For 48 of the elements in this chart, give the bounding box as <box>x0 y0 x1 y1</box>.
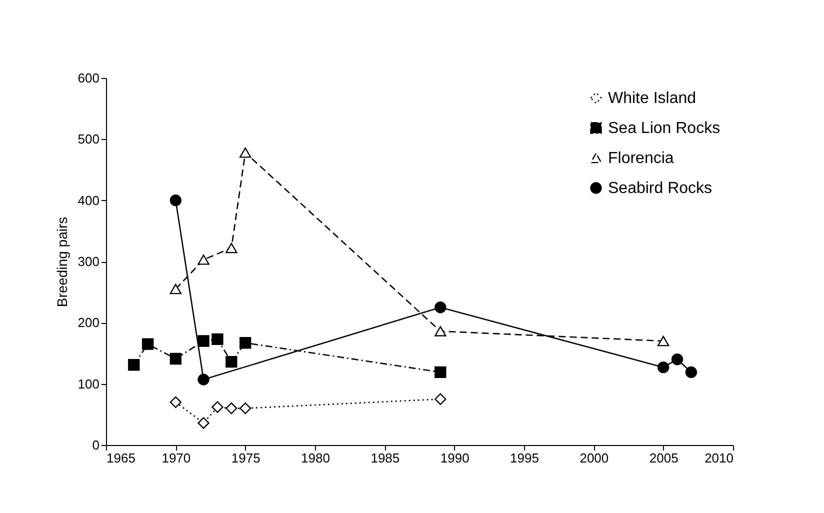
point <box>170 284 182 294</box>
x-tick-label: 2000 <box>580 450 609 466</box>
point <box>198 374 210 386</box>
point <box>142 338 154 350</box>
point <box>170 352 182 365</box>
y-tick-label: 600 <box>78 70 100 86</box>
y-tick-label: 300 <box>78 254 100 269</box>
point <box>434 366 446 378</box>
point <box>198 417 210 429</box>
x-tick-label: 1965 <box>106 450 136 466</box>
legend-label: Seabird Rocks <box>608 180 712 197</box>
y-tick-label: 500 <box>78 132 100 147</box>
point <box>128 359 140 371</box>
point <box>434 393 446 405</box>
x-tick-label: 1975 <box>231 450 260 466</box>
legend-label: Florencia <box>608 150 674 167</box>
point <box>198 254 210 265</box>
x-tick-label: 1985 <box>370 450 400 466</box>
point <box>239 147 252 158</box>
point <box>239 337 252 349</box>
point <box>657 361 670 374</box>
x-tick-label: 2005 <box>649 450 678 466</box>
legend-label: Sea Lion Rocks <box>608 120 720 137</box>
point <box>170 396 182 408</box>
point <box>685 366 698 378</box>
point <box>212 401 224 413</box>
y-axis-title: Breeding pairs <box>54 216 70 308</box>
y-tick-label: 0 <box>92 438 100 452</box>
y-tick-label: 400 <box>78 192 100 208</box>
point <box>226 402 238 414</box>
point <box>198 335 210 347</box>
point <box>434 302 446 314</box>
x-tick-label: 2010 <box>704 450 734 466</box>
legend-label: White Island <box>608 90 696 107</box>
point <box>239 402 252 414</box>
y-tick-label: 200 <box>78 315 100 330</box>
point <box>434 326 446 336</box>
point <box>170 194 182 206</box>
x-tick-label: 1970 <box>162 450 191 466</box>
point <box>226 242 238 254</box>
point <box>671 354 684 366</box>
x-tick-label: 1980 <box>301 450 330 466</box>
point <box>212 333 224 346</box>
x-tick-label: 1990 <box>440 450 470 466</box>
y-tick-label: 100 <box>78 376 100 392</box>
x-tick-label: 1995 <box>510 450 539 466</box>
point <box>226 356 238 368</box>
point <box>657 336 670 346</box>
